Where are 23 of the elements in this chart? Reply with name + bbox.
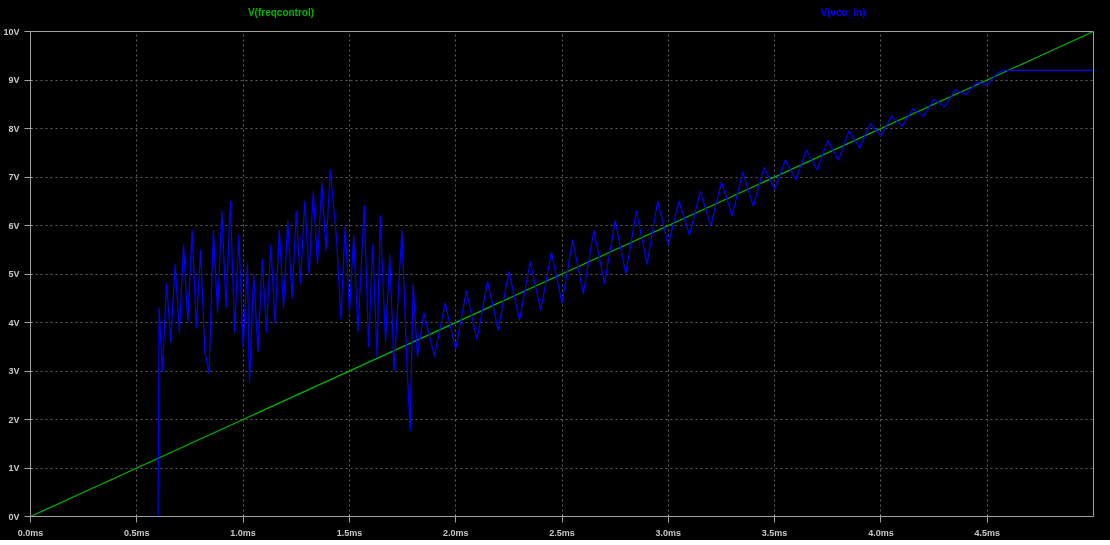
x-tick-label: 4.5ms (974, 527, 1000, 538)
x-tick-label: 2.5ms (549, 527, 575, 538)
y-tick-label: 6V (8, 220, 20, 231)
x-tick-label: 4.0ms (868, 527, 894, 538)
y-tick-label: 9V (8, 75, 20, 85)
y-tick-label: 8V (8, 123, 20, 134)
y-tick-label: 1V (8, 463, 20, 473)
y-tick-label: 2V (8, 414, 20, 425)
y-tick-label: 5V (8, 269, 20, 279)
x-tick-label: 1.5ms (336, 527, 363, 538)
text: V(freqcontrol) (247, 6, 315, 20)
x-tick-label: 1.0ms (230, 527, 256, 538)
x-tick-label: 0.0ms (17, 527, 44, 538)
x-tick-label: 3.0ms (655, 527, 682, 538)
text: V(vco_in) (820, 6, 866, 20)
x-tick-label: 0.5ms (124, 527, 150, 538)
y-tick-label: 0V (8, 511, 20, 522)
y-tick-label: 7V (8, 172, 20, 182)
y-tick-label: 10V (3, 26, 20, 37)
y-tick-label: 4V (8, 317, 20, 328)
x-tick-label: 2.0ms (442, 527, 469, 538)
x-tick-label: 3.5ms (761, 527, 788, 538)
y-tick-label: 3V (8, 366, 20, 376)
